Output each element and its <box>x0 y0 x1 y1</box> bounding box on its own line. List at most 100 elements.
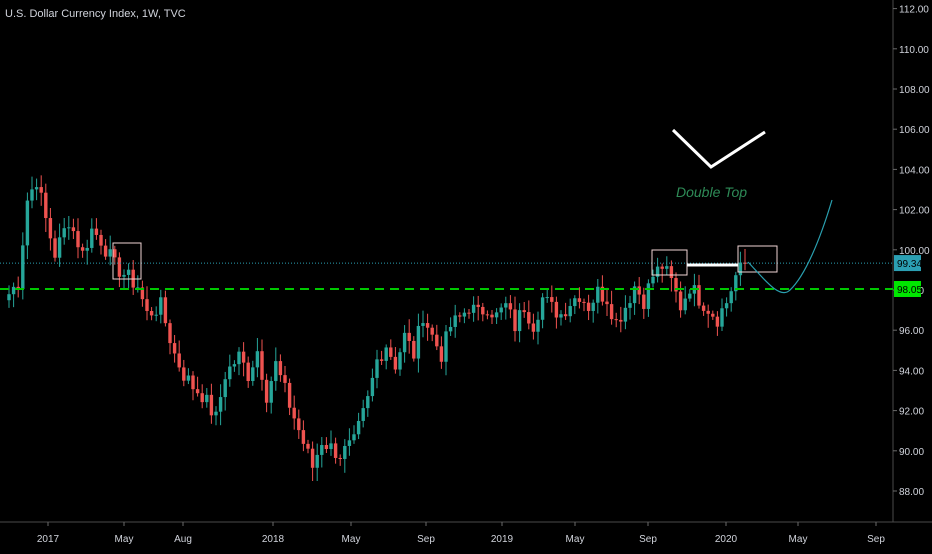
candle-body <box>338 457 342 459</box>
candle-body <box>407 332 411 341</box>
x-tick-label: 2017 <box>37 534 60 545</box>
candle-body <box>223 379 227 398</box>
x-tick-label: 2019 <box>491 534 514 545</box>
y-tick-label: 88.00 <box>899 487 924 498</box>
x-tick-label: May <box>566 534 585 545</box>
candle-body <box>80 247 85 251</box>
candle-body <box>508 303 513 310</box>
candle-body <box>384 347 388 361</box>
candle-body <box>136 287 140 289</box>
candle-body <box>734 275 738 292</box>
chart-title: U.S. Dollar Currency Index, 1W, TVC <box>5 8 186 20</box>
candle-body <box>439 346 444 362</box>
candle-body <box>425 323 430 328</box>
candle-body <box>11 286 16 295</box>
highlight-box <box>112 242 142 280</box>
candle-body <box>522 310 526 313</box>
candle-body <box>76 231 80 248</box>
candle-body <box>563 314 568 317</box>
candle-body <box>366 396 370 409</box>
candle-body <box>255 351 260 368</box>
highlight-box <box>737 245 778 273</box>
candle-body <box>370 377 375 397</box>
x-tick-label: Aug <box>174 534 192 545</box>
candle-body <box>701 305 706 311</box>
candle-body <box>738 262 743 276</box>
candle-body <box>126 269 131 275</box>
candle-body <box>67 227 71 229</box>
candle-body <box>665 266 669 269</box>
x-tick-label: Sep <box>417 534 435 545</box>
candle-body <box>251 367 255 382</box>
candle-body <box>605 301 609 305</box>
candle-body <box>724 303 729 309</box>
candle-body <box>16 286 20 289</box>
candle-body <box>172 343 177 354</box>
candle-body <box>623 307 628 322</box>
y-tick-label: 104.00 <box>899 165 930 176</box>
candle-body <box>476 304 480 307</box>
candle-body <box>214 411 218 416</box>
candle-body <box>600 286 605 302</box>
candle-body <box>62 228 66 238</box>
candle-body <box>674 278 678 292</box>
candle-body <box>103 245 108 257</box>
y-tick-label: 110.00 <box>899 45 929 56</box>
candle-body <box>711 313 715 317</box>
candle-body <box>57 237 62 258</box>
price-label-box <box>894 280 921 297</box>
y-tick-label: 102.00 <box>899 206 930 217</box>
y-tick-label: 92.00 <box>899 407 924 418</box>
candle-body <box>697 285 701 306</box>
y-tick-label: 106.00 <box>899 125 930 136</box>
y-tick-label: 90.00 <box>899 447 924 458</box>
candle-body <box>149 311 154 316</box>
candle-body <box>117 257 122 277</box>
candle-body <box>471 304 476 313</box>
candle-body <box>324 445 329 450</box>
candle-body <box>706 310 710 314</box>
candle-body <box>683 298 687 311</box>
candle-body <box>448 326 453 332</box>
candle-body <box>513 309 517 332</box>
candle-body <box>614 319 618 321</box>
candle-body <box>568 306 572 317</box>
candle-body <box>352 434 356 441</box>
candle-body <box>660 266 664 269</box>
candle-body <box>527 312 531 324</box>
candle-body <box>205 394 209 403</box>
candle-body <box>467 312 471 314</box>
candle-body <box>416 325 421 359</box>
candle-body <box>99 234 103 246</box>
candle-body <box>577 298 582 302</box>
candle-body <box>531 323 536 332</box>
candle-body <box>182 367 186 381</box>
candle-body <box>393 356 398 370</box>
candle-body <box>517 310 522 332</box>
candle-body <box>715 316 720 327</box>
candle-body <box>320 445 324 455</box>
candle-body <box>278 361 283 376</box>
candle-body <box>228 366 232 380</box>
candle-body <box>145 299 149 312</box>
projection-curve <box>747 199 833 294</box>
candle-body <box>287 382 292 408</box>
candle-body <box>140 287 145 300</box>
x-tick-label: May <box>789 534 808 545</box>
candle-body <box>264 379 269 403</box>
x-tick-label: 2018 <box>262 534 285 545</box>
candle-body <box>168 323 172 344</box>
candle-body <box>218 397 223 412</box>
candle-body <box>25 200 30 246</box>
candle-body <box>333 443 338 458</box>
x-tick-label: 2020 <box>715 534 738 545</box>
candle-body <box>301 430 306 444</box>
candle-body <box>186 375 191 381</box>
double-top-annotation: Double Top <box>676 184 747 200</box>
candle-body <box>398 352 402 370</box>
candle-body <box>499 307 503 313</box>
candle-body <box>329 443 333 450</box>
candle-body <box>596 286 600 303</box>
